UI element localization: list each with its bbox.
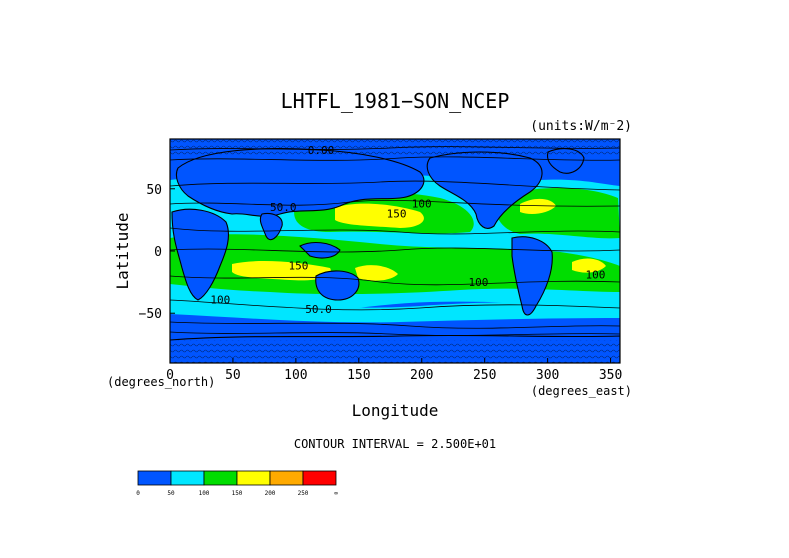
colorbar-tick-label: 150 [232,490,243,497]
contour-value-label: 50.0 [270,201,297,214]
colorbar-tick-label: 0 [136,490,140,497]
x-unit-note: (degrees_east) [531,384,632,398]
south-america-landmass [511,236,553,316]
x-tick-label: 200 [410,368,433,383]
x-tick-label: 250 [473,368,496,383]
high-flux-yellow-north-pacific [335,203,424,228]
y-axis-label: Latitude [113,212,132,289]
x-axis-label: Longitude [352,401,439,420]
colorbar-bin [203,470,238,486]
contour-value-label: 50.0 [305,303,332,316]
colorbar-tick-label: 100 [199,490,210,497]
chart-title: LHTFL_1981−SON_NCEP [281,89,510,113]
x-axis-ticks: 0 50 100 150 200 250 300 350 [166,358,622,383]
colorbar: 0 50 100 150 200 250 ∞ [136,470,338,497]
x-tick-label: 50 [225,368,241,383]
contour-value-label: 100 [586,268,606,281]
colorbar-bin [236,470,271,486]
y-tick-label: 50 [146,183,162,198]
plot-area: 0.00 50.0 150 100 150 100 100 100 50.0 [170,139,620,363]
contour-value-label: 100 [412,197,432,210]
colorbar-bin [302,470,337,486]
x-tick-label: 0 [166,368,174,383]
contour-value-label: 150 [387,207,407,220]
high-flux-yellow-south-atlantic [572,258,606,273]
subtropical-green-band-atlantic [496,187,620,239]
india-landmass [259,212,283,241]
australia-landmass [315,270,360,301]
colorbar-tick-label: 50 [167,490,175,497]
contour-value-label: 100 [468,276,488,289]
maritime-continent-landmass [299,241,341,259]
colorbar-bin [137,470,172,486]
x-tick-label: 150 [347,368,370,383]
y-tick-label: 0 [154,245,162,260]
colorbar-bin [269,470,304,486]
x-tick-label: 350 [599,368,622,383]
y-tick-label: −50 [139,307,162,322]
high-flux-yellow-gulfstream [520,198,556,214]
contour-value-label: 150 [288,260,308,273]
units-note: (units:W/m⁻2) [530,119,632,134]
contour-label-layer: 0.00 50.0 150 100 150 100 100 100 50.0 [210,144,605,316]
contour-interval-text: CONTOUR INTERVAL = 2.500E+01 [294,437,496,451]
x-tick-label: 300 [536,368,559,383]
y-axis-ticks: −50 0 50 [139,183,175,322]
high-flux-yellow-south-pacific [355,265,398,281]
colorbar-bin [170,470,205,486]
contour-value-label: 100 [210,293,230,306]
contour-value-label: 0.00 [308,144,335,157]
north-america-landmass [426,151,543,229]
polar-noise-north [170,139,620,155]
x-tick-label: 100 [284,368,307,383]
colorbar-tick-label: 250 [298,490,309,497]
polar-noise-south [170,340,620,363]
colorbar-tick-label: ∞ [334,490,338,497]
high-flux-yellow-indian [232,261,331,281]
colorbar-tick-label: 200 [265,490,276,497]
y-unit-note: (degrees_north) [107,375,215,389]
